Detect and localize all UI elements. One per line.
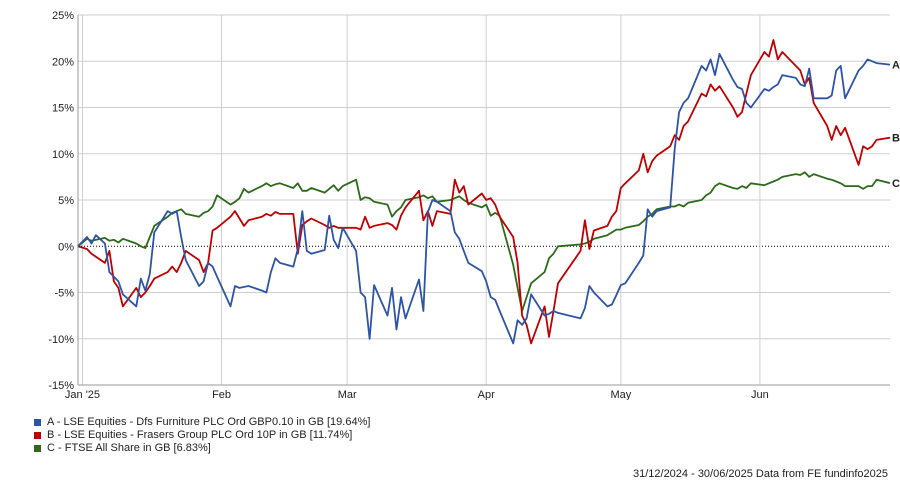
y-tick-label: 15%: [52, 103, 74, 115]
y-tick-label: -5%: [54, 288, 74, 300]
series-lines: [77, 39, 891, 345]
legend-swatch-c: [34, 445, 41, 452]
performance-line-chart: -15% -10% -5% 0% 5% 10% 15% 20% 25% Jan '25 Feb Mar…: [48, 10, 900, 400]
y-tick-label: 5%: [58, 195, 74, 207]
legend-swatch-b: [34, 432, 41, 439]
y-tick-label: 10%: [52, 149, 74, 161]
axes: -15% -10% -5% 0% 5% 10% 15% 20% 25% Jan '25 Feb Mar…: [48, 10, 890, 400]
legend-swatch-a: [34, 419, 41, 426]
y-tick-label: 20%: [52, 56, 74, 68]
data-source-footer: 31/12/2024 - 30/06/2025 Data from FE fun…: [632, 468, 888, 480]
x-tick-label: Feb: [212, 389, 231, 400]
legend-label-b: B - LSE Equities - Frasers Group PLC Ord…: [47, 429, 353, 441]
grid: [78, 14, 890, 386]
y-tick-label: -10%: [48, 334, 74, 346]
y-tick-label: -15%: [48, 380, 74, 392]
legend-item-c: C - FTSE All Share in GB [6.83%]: [34, 442, 370, 455]
series-end-label-c: C: [892, 178, 900, 190]
legend-label-a: A - LSE Equities - Dfs Furniture PLC Ord…: [47, 416, 371, 428]
y-tick-label: 25%: [52, 10, 74, 22]
legend-item-a: A - LSE Equities - Dfs Furniture PLC Ord…: [34, 416, 370, 429]
x-tick-label: Jun: [751, 389, 769, 400]
series-line-b: [77, 39, 891, 345]
legend-label-c: C - FTSE All Share in GB [6.83%]: [47, 442, 211, 454]
x-tick-label: Apr: [478, 389, 495, 400]
series-line-a: [77, 53, 891, 345]
x-tick-label: May: [610, 389, 631, 400]
y-tick-label: 0%: [58, 241, 74, 253]
series-line-c: [77, 171, 891, 312]
x-tick-label: Mar: [338, 389, 357, 400]
series-end-label-a: A: [892, 60, 900, 72]
x-tick-label: Jan '25: [65, 389, 100, 400]
legend-item-b: B - LSE Equities - Frasers Group PLC Ord…: [34, 429, 370, 442]
legend: A - LSE Equities - Dfs Furniture PLC Ord…: [34, 416, 370, 455]
series-end-labels: C B A: [892, 60, 900, 190]
series-end-label-b: B: [892, 133, 900, 145]
